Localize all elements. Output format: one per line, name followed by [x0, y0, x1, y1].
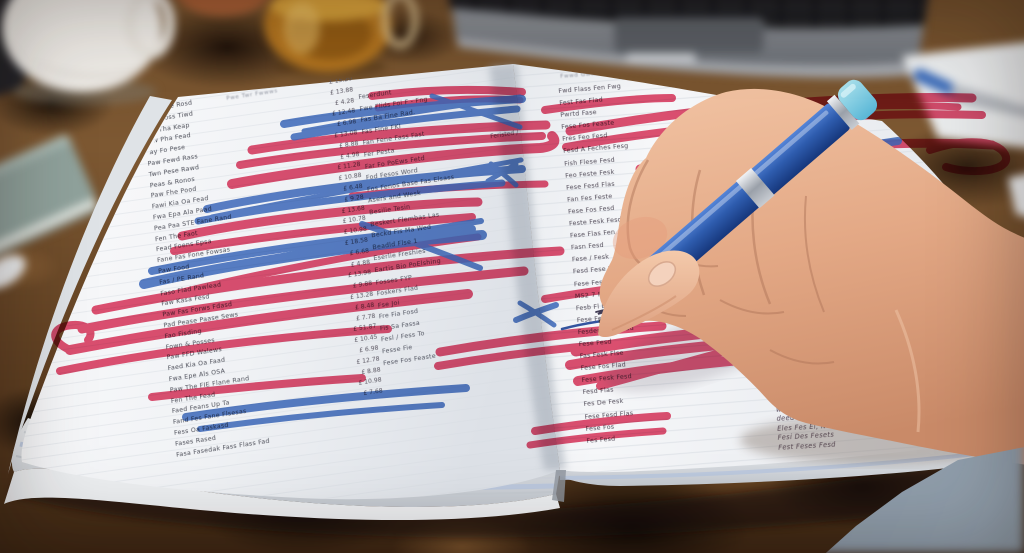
teapot — [2, 0, 175, 105]
pen-ring — [826, 94, 860, 131]
wrist-crease — [894, 309, 921, 433]
index-fingertip — [612, 216, 668, 260]
book-spine — [489, 64, 566, 470]
laptop — [449, 0, 929, 78]
white-pen-blob — [0, 255, 26, 289]
sage-notebook — [0, 135, 100, 265]
paper-corner — [1008, 174, 1024, 217]
blue-marker-strokes — [139, 93, 908, 432]
pen-band — [735, 167, 775, 209]
book-cover-edge — [4, 468, 560, 521]
book-shadow — [10, 455, 1010, 538]
terracotta-pot — [179, 0, 267, 16]
thumbnail — [647, 261, 677, 287]
tea-glass — [264, 0, 419, 77]
